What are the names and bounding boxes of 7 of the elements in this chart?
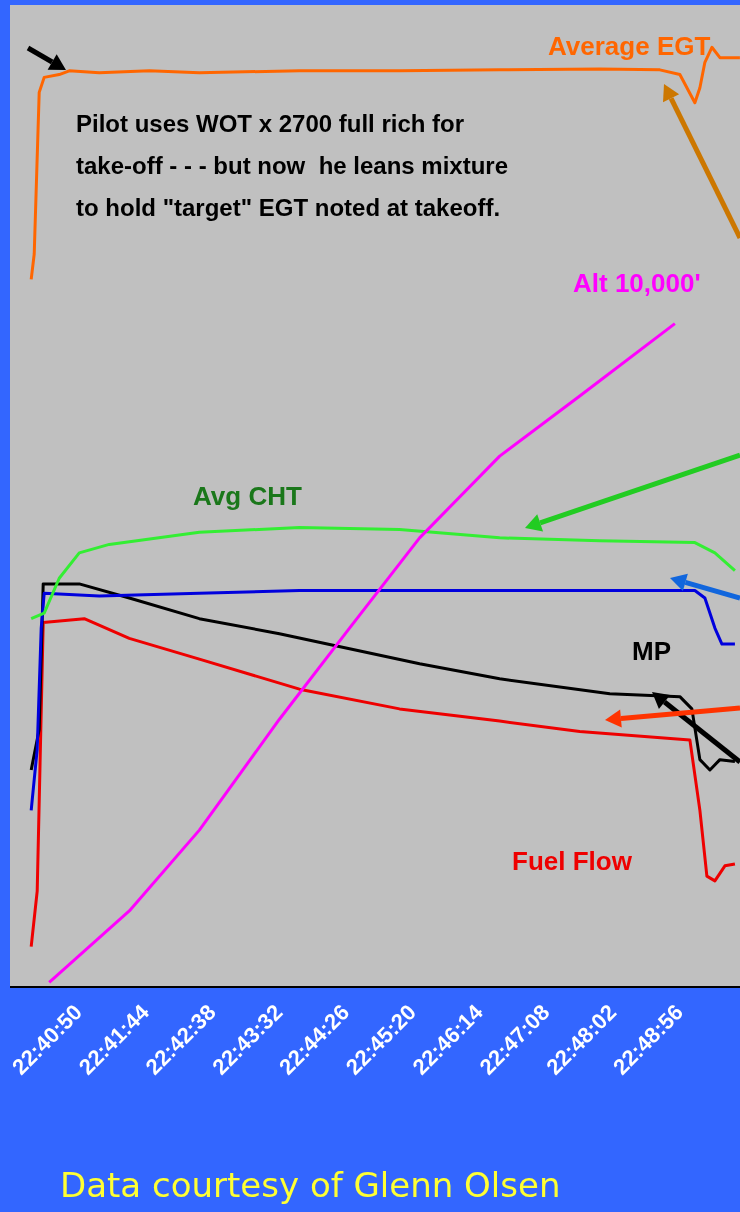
series-label: MP — [632, 636, 671, 666]
series-label: Alt 10,000' — [573, 268, 701, 298]
annotation: Pilot uses WOT x 2700 full rich for take-off - - - but now he leans mixture to hold "target" EGT noted at takeoff. — [76, 110, 509, 221]
text: Fuel Flow — [512, 846, 633, 876]
series-label: Average EGT — [548, 31, 711, 61]
series-label: Avg CHT — [193, 481, 302, 511]
text: Data courtesy of Glenn Olsen — [60, 1165, 561, 1205]
